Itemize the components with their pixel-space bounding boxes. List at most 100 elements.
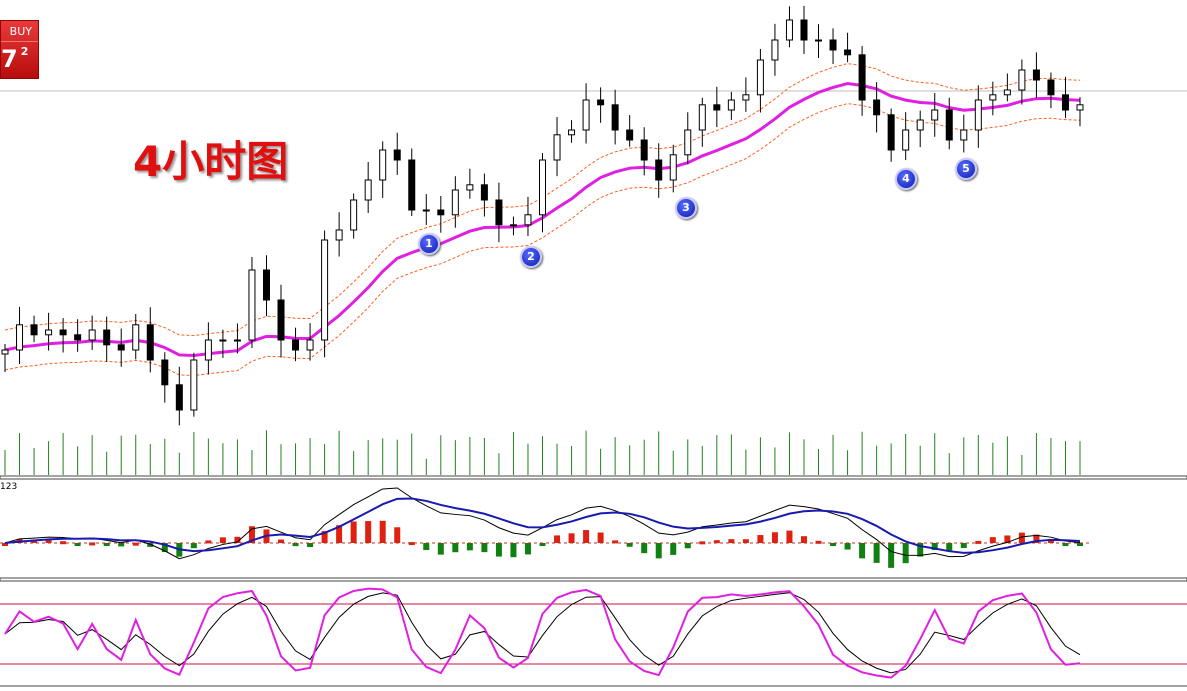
- bear-candle: [887, 114, 895, 151]
- macd-histogram-bar: [118, 543, 125, 547]
- wave-marker-5: 5: [955, 158, 977, 180]
- macd-histogram-bar: [510, 543, 517, 558]
- macd-histogram-bar: [205, 540, 212, 544]
- bull-candle: [466, 184, 474, 191]
- bull-candle: [1, 349, 9, 355]
- macd-histogram-bar: [495, 543, 502, 557]
- macd-histogram-bar: [684, 543, 691, 549]
- bull-candle: [204, 339, 212, 361]
- macd-histogram-bar: [1062, 543, 1069, 546]
- bull-candle: [306, 339, 314, 351]
- bear-candle: [292, 339, 300, 351]
- bull-candle: [974, 99, 982, 131]
- bear-candle: [829, 39, 837, 51]
- macd-histogram-bar: [757, 535, 764, 543]
- bull-candle: [132, 324, 140, 351]
- bear-candle: [74, 334, 82, 341]
- macd-histogram-bar: [655, 543, 662, 559]
- macd-histogram-bar: [902, 543, 909, 564]
- bear-candle: [597, 99, 605, 106]
- bull-candle: [248, 269, 256, 341]
- envelope-upper: [4, 63, 1081, 337]
- bear-candle: [277, 299, 285, 341]
- volume-bars: [4, 430, 1081, 475]
- macd-histogram-bar: [1077, 543, 1083, 546]
- bull-candle: [989, 94, 997, 101]
- bull-candle: [684, 129, 692, 156]
- macd-histogram-bar: [60, 541, 67, 545]
- macd-histogram-bar: [524, 543, 531, 555]
- macd-histogram-bar: [568, 533, 575, 543]
- bull-candle: [233, 339, 241, 342]
- bear-candle: [495, 199, 503, 226]
- macd-histogram-bar: [365, 521, 372, 543]
- macd-histogram-bar: [728, 539, 735, 543]
- bear-candle: [611, 104, 619, 131]
- macd-histogram-bar: [830, 543, 837, 546]
- bull-candle: [539, 159, 546, 216]
- candles: [1, 5, 1084, 426]
- bear-candle: [262, 269, 270, 301]
- bull-candle: [785, 19, 793, 41]
- macd-histogram-bar: [466, 543, 473, 551]
- macd-histogram-bar: [873, 543, 880, 563]
- macd-panel: [0, 487, 1090, 568]
- macd-histogram-bar: [190, 543, 197, 549]
- bull-candle: [916, 119, 924, 131]
- bear-candle: [161, 359, 169, 386]
- bear-candle: [175, 384, 183, 411]
- ma-envelope: [4, 63, 1081, 377]
- macd-histogram-bar: [103, 543, 110, 546]
- bull-candle: [582, 99, 590, 131]
- macd-histogram-bar: [960, 543, 967, 549]
- macd-histogram-bar: [278, 539, 285, 543]
- buy-price-sup: 2: [20, 45, 29, 58]
- bull-candle: [553, 134, 561, 161]
- macd-histogram-bar: [989, 537, 996, 543]
- bear-candle: [480, 184, 488, 201]
- macd-histogram-bar: [394, 527, 401, 543]
- macd-histogram-bar: [1047, 539, 1054, 543]
- bull-candle: [379, 149, 387, 181]
- macd-histogram-bar: [336, 525, 343, 543]
- macd-histogram-bar: [670, 543, 677, 555]
- macd-histogram-bar: [742, 539, 749, 543]
- macd-histogram-bar: [89, 542, 96, 546]
- macd-histogram-bar: [234, 536, 241, 543]
- bull-candle: [669, 154, 677, 181]
- bear-candle: [1032, 69, 1040, 81]
- macd-histogram-bar: [132, 542, 139, 546]
- wave-marker-4: 4: [895, 168, 917, 190]
- buy-price-main: 7: [1, 45, 18, 73]
- bear-candle: [858, 54, 866, 101]
- macd-histogram-bar: [292, 543, 299, 547]
- bull-candle: [45, 329, 53, 336]
- bear-candle: [437, 209, 445, 216]
- macd-histogram-bar: [423, 543, 430, 551]
- bull-candle: [509, 224, 517, 227]
- panel-separator[interactable]: [0, 577, 1187, 582]
- bear-candle: [30, 324, 38, 336]
- macd-histogram-bar: [931, 543, 938, 551]
- bear-candle: [59, 329, 67, 336]
- bull-candle: [1076, 104, 1084, 111]
- bear-candle: [408, 159, 416, 211]
- macd-histogram-bar: [844, 543, 851, 550]
- bear-candle: [1061, 94, 1069, 111]
- macd-histogram-bar: [539, 543, 546, 546]
- macd-histogram-bar: [554, 535, 561, 543]
- bull-candle: [88, 329, 96, 341]
- bull-candle: [524, 214, 532, 226]
- macd-histogram-bar: [321, 531, 328, 543]
- macd-histogram-bar: [641, 543, 648, 554]
- stoch-main-line: [4, 587, 1081, 679]
- bull-candle: [1018, 69, 1026, 91]
- bull-candle: [16, 324, 24, 351]
- macd-histogram-bar: [379, 520, 386, 543]
- bull-candle: [902, 129, 910, 151]
- bull-candle: [568, 129, 576, 136]
- macd-histogram-bar: [437, 543, 444, 555]
- panel-separator[interactable]: [0, 475, 1187, 480]
